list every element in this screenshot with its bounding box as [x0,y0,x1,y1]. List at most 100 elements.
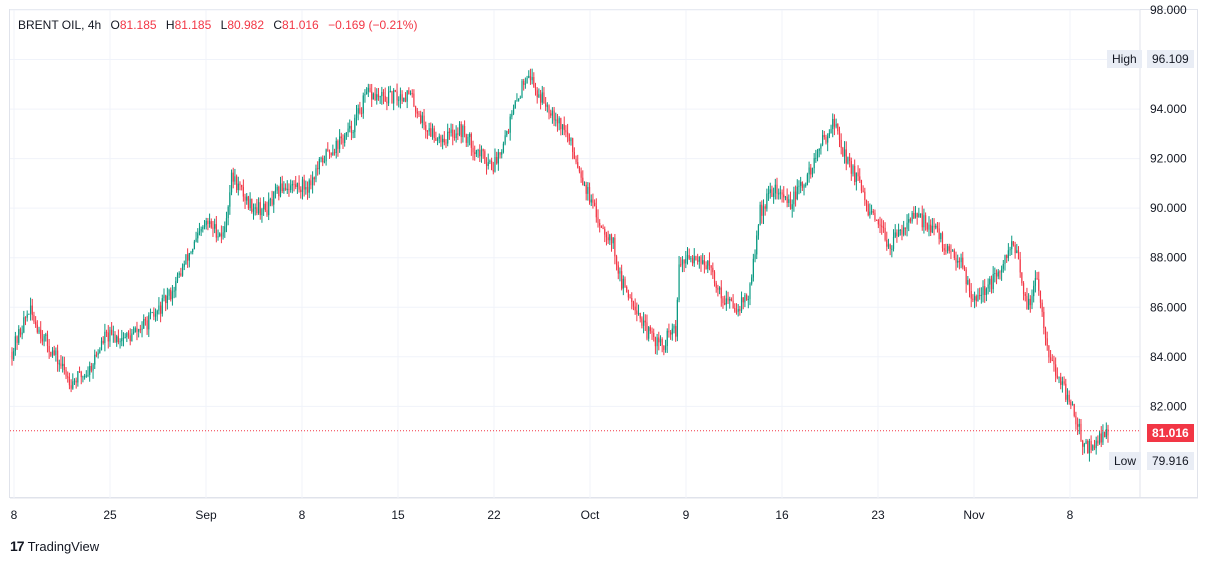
candle-body [51,350,54,356]
candle-body [688,255,690,259]
candle-body [195,238,197,242]
candle-body [884,227,886,240]
candle-body [676,299,678,337]
candle-body [718,287,721,290]
candle-body [447,131,449,144]
candle-body [116,336,118,343]
candle-body [960,257,962,263]
candle-body [332,152,334,156]
candle-body [144,319,147,321]
candle-body [644,320,646,323]
x-tick-label: Nov [963,508,984,522]
candle-body [100,340,103,351]
candle-body [850,161,852,174]
candle-body [502,143,505,152]
candle-body [273,191,275,205]
candle-body [386,101,388,104]
candle-body [1038,279,1040,291]
candle-body [832,118,834,129]
candle-body [919,213,922,215]
candle-body [491,160,493,171]
symbol-legend: BRENT OIL, 4h O81.185 H81.185 L80.982 C8… [18,18,418,32]
candle-body [345,132,347,136]
candle-body [1024,293,1026,296]
candle-body [870,211,873,213]
candle-body [914,213,917,219]
candle-body [203,225,206,228]
low-value: 80.982 [227,18,265,32]
candle-body [241,184,243,188]
candle-body [171,291,174,300]
candle-body [48,345,50,352]
candle-body [43,335,45,342]
candle-body [734,307,736,312]
candle-body [126,333,128,338]
candle-body [67,376,69,378]
candle-body [585,184,587,194]
candle-body [1105,429,1107,438]
candle-body [730,298,733,301]
candle-body [379,96,381,98]
candle-body [13,351,15,360]
candle-body [595,206,597,218]
candle-body [153,312,155,317]
candle-body [604,229,606,235]
candle-body [65,370,67,377]
candle-body [727,298,729,301]
candle-body [31,305,33,316]
candle-body [1006,255,1008,259]
candle-body [761,204,763,216]
candle-body [134,328,136,333]
candle-body [420,114,422,123]
candle-body [75,380,77,383]
candle-body [399,94,402,100]
candle-body [415,106,417,112]
candle-body [330,153,332,156]
candle-body [161,298,163,314]
candle-body [973,296,976,301]
candle-body [1068,394,1070,402]
candle-body [864,191,866,201]
candle-body [1063,381,1065,384]
candle-body [578,167,581,172]
candle-body [1044,328,1047,339]
candle-body [193,241,195,249]
candle-body [202,227,204,230]
candle-body [1031,296,1033,306]
candle-body [546,105,548,107]
candle-body [448,131,450,133]
candle-body [62,363,64,367]
candle-body [350,125,353,134]
candle-body [291,183,293,186]
candle-body [117,336,119,343]
candle-body [227,206,229,219]
tradingview-brand[interactable]: 17 TradingView [10,538,99,554]
candle-body [180,273,182,276]
candle-body [185,254,187,264]
candle-body [28,313,30,315]
candle-body [798,185,800,187]
candle-body [278,186,280,197]
candle-body [467,137,469,143]
candle-body [615,256,618,266]
candle-body [849,157,851,162]
candle-body [524,83,526,85]
candle-body [556,119,559,124]
candle-body [494,157,496,172]
candle-body [573,151,575,159]
candle-body [599,222,601,226]
candle-body [641,318,643,326]
candle-body [661,339,663,346]
candle-body [121,338,123,342]
candle-body [301,179,304,193]
candle-body [935,225,937,228]
candle-body [680,264,682,266]
candle-body [1058,377,1060,379]
candle-body [783,194,785,198]
x-tick-label: 8 [1067,508,1074,522]
candle-body [36,324,38,333]
candle-body [364,93,366,96]
y-tick-label: 86.000 [1150,300,1187,314]
high-marker-value: 96.109 [1147,50,1194,68]
